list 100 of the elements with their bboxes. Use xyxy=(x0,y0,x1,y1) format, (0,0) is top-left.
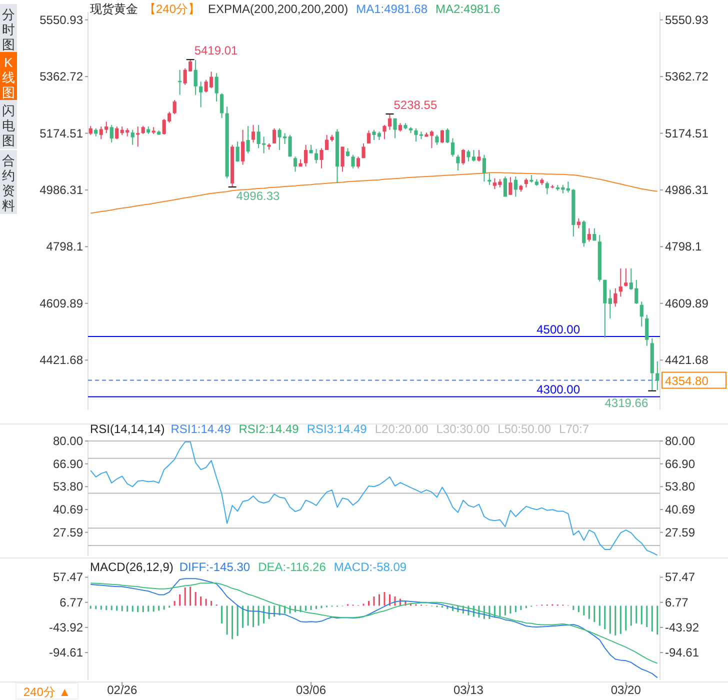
candlestick xyxy=(592,228,596,242)
candlestick xyxy=(194,59,198,96)
annotation: 5238.55 xyxy=(394,98,438,112)
y-tick-label: 4986.31 xyxy=(40,182,84,197)
candlestick xyxy=(603,279,607,338)
candlestick xyxy=(614,288,618,308)
candlestick xyxy=(645,314,649,346)
candlestick xyxy=(450,138,455,158)
candlestick xyxy=(482,154,486,182)
text: 闪电图 xyxy=(2,103,15,148)
annotation: 4319.66 xyxy=(604,396,648,410)
y-tick-label: 57.47 xyxy=(52,570,84,584)
y2-tick-label: 6.77 xyxy=(665,595,689,610)
x-tick-label: 03/13 xyxy=(453,683,484,697)
candlestick xyxy=(115,126,119,140)
annotation: EXPMA(200,200,200,200) xyxy=(208,2,348,16)
candlestick xyxy=(304,144,308,168)
y2-tick-label: 4609.89 xyxy=(665,296,709,310)
y-tick-label: 4798.1 xyxy=(46,240,84,254)
y2-tick-label: 27.59 xyxy=(665,525,696,540)
line-series xyxy=(90,582,658,664)
candlestick xyxy=(624,268,628,287)
candlestick xyxy=(246,125,250,154)
candlestick xyxy=(508,176,512,196)
candlestick xyxy=(503,176,507,198)
annotation: MA2:4981.6 xyxy=(436,2,501,16)
ref-line-label: 4500.00 xyxy=(536,322,580,336)
candlestick xyxy=(252,124,256,143)
candlestick xyxy=(576,218,580,229)
line-series xyxy=(90,578,658,678)
y-tick-label: 66.90 xyxy=(52,456,84,471)
candlestick xyxy=(456,154,460,171)
text: DEA:-116.26 xyxy=(258,560,326,574)
y2-tick-label: 57.47 xyxy=(665,570,696,584)
candlestick xyxy=(293,156,298,172)
candlestick xyxy=(172,99,176,115)
annotation: 4996.33 xyxy=(236,188,280,203)
candlestick xyxy=(440,129,444,144)
x-tick-label: 02/26 xyxy=(107,683,138,697)
text: L20:20.00 xyxy=(374,422,429,436)
text: 分时图 xyxy=(2,7,15,52)
annotation: 5419.01 xyxy=(194,44,238,58)
candlestick xyxy=(136,126,140,148)
candlestick xyxy=(241,129,245,166)
candlestick xyxy=(272,128,276,144)
text: L30:30.00 xyxy=(436,422,490,436)
text: 240分 ▲ xyxy=(23,685,71,699)
x-tick-label: 03/06 xyxy=(296,683,326,697)
text: L70:7 xyxy=(559,422,590,436)
candlestick xyxy=(314,148,318,164)
candlestick xyxy=(514,176,518,198)
x-tick-label: 03/20 xyxy=(610,683,642,697)
candlestick xyxy=(220,92,224,119)
y2-tick-label: 5174.51 xyxy=(665,126,709,140)
text: L50:50.00 xyxy=(498,422,552,436)
candlestick xyxy=(446,128,450,144)
candlestick xyxy=(477,149,481,162)
candlestick xyxy=(618,268,622,298)
candlestick xyxy=(199,81,203,108)
candlestick xyxy=(545,181,549,195)
candlestick xyxy=(366,130,371,144)
y2-tick-label: 5362.72 xyxy=(665,70,709,84)
y2-tick-label: -94.61 xyxy=(665,646,700,660)
candlestick xyxy=(587,228,591,242)
y2-tick-label: 80.00 xyxy=(665,434,696,448)
candlestick xyxy=(393,118,397,139)
y2-tick-label: 4986.31 xyxy=(665,182,709,197)
text: RSI1:14.49 xyxy=(170,422,232,436)
y-tick-label: -94.61 xyxy=(48,646,84,660)
text: MACD:-58.09 xyxy=(334,560,407,574)
y-tick-label: 53.80 xyxy=(52,480,84,494)
candlestick xyxy=(130,129,134,146)
annotation: MA1:4981.68 xyxy=(356,2,428,16)
chart-title: 现货黄金 xyxy=(90,2,138,16)
y2-tick-label: 4798.1 xyxy=(665,240,702,254)
y-tick-label: 4609.89 xyxy=(40,296,84,310)
text: DIFF:-145.30 xyxy=(179,560,250,574)
candlestick xyxy=(362,142,366,159)
candlestick xyxy=(320,148,324,169)
ref-line-label: 4354.80 xyxy=(665,374,709,388)
candlestick xyxy=(356,156,360,169)
candlestick xyxy=(236,141,240,162)
annotation: 【240分】 xyxy=(144,2,200,16)
chart-title: RSI(14,14,14) xyxy=(90,422,165,436)
y-tick-label: 80.00 xyxy=(52,434,84,448)
y2-tick-label: -43.92 xyxy=(665,620,700,634)
candlestick xyxy=(435,134,439,146)
y-tick-label: 5362.72 xyxy=(40,70,84,84)
y-tick-label: 27.59 xyxy=(52,525,84,540)
candlestick xyxy=(110,124,114,143)
candlestick xyxy=(340,146,344,172)
line-series xyxy=(90,441,658,556)
candlestick xyxy=(351,154,355,169)
text: RSI2:14.49 xyxy=(238,422,300,436)
candlestick xyxy=(608,289,612,319)
text: K线图 xyxy=(2,55,15,100)
y2-tick-label: 53.80 xyxy=(665,480,696,494)
text: 合约资料 xyxy=(2,153,15,213)
candlestick xyxy=(640,301,644,328)
candlestick xyxy=(524,178,528,188)
